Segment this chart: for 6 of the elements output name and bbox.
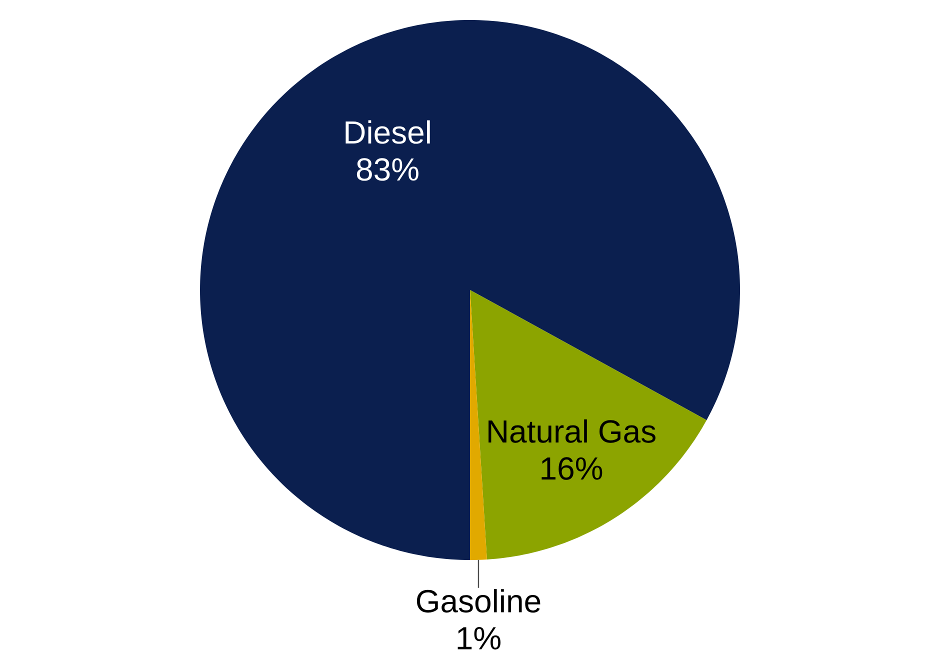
slice-label: Gasoline xyxy=(416,589,540,613)
slice-label: Diesel xyxy=(346,120,430,144)
slice-label: Natural Gas xyxy=(488,419,656,443)
data-label: 1% xyxy=(458,627,500,650)
data-label: 16% xyxy=(542,457,602,480)
data-label: 83% xyxy=(356,158,418,181)
